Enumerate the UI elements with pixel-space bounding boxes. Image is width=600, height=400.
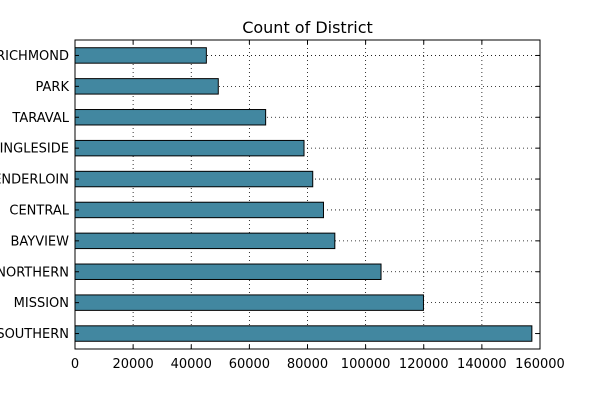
y-tick-label: RICHMOND: [0, 49, 69, 64]
y-tick-label: MISSION: [14, 296, 69, 311]
bar-bayview: [74, 232, 336, 250]
y-tick-label: BAYVIEW: [10, 234, 69, 249]
bar-tenderloin: [74, 170, 314, 188]
x-tick-label: 80000: [287, 357, 328, 372]
y-axis-ticks: SOUTHERN MISSION NORTHERN BAYVIEW CENTRAL TEN…: [0, 49, 540, 342]
x-tick-label: 160000: [515, 357, 565, 372]
bar-park: [74, 78, 219, 95]
y-tick-label: INGLESIDE: [0, 142, 69, 157]
x-tick-label: 0: [71, 357, 79, 372]
x-tick-label: 100000: [341, 357, 391, 372]
x-axis-ticks: 0 20000 40000 60000 80000 100000 120000 140000 1…: [71, 40, 565, 372]
chart-title: Count of District: [242, 18, 373, 37]
x-tick-label: 140000: [457, 357, 507, 372]
bar-northern: [74, 263, 382, 280]
bar-ingleside: [74, 139, 305, 157]
bar-central: [74, 201, 324, 219]
x-tick-label: 60000: [229, 357, 270, 372]
bars: [74, 47, 533, 342]
y-tick-label: PARK: [36, 80, 70, 95]
bar-taraval: [74, 109, 267, 126]
x-tick-label: 120000: [399, 357, 449, 372]
y-tick-label: TARAVAL: [11, 111, 69, 126]
bar-richmond: [74, 47, 207, 64]
bar-southern: [74, 325, 533, 342]
y-tick-label: CENTRAL: [9, 203, 69, 218]
y-tick-label: NORTHERN: [0, 265, 69, 280]
bar-mission: [74, 294, 424, 311]
y-tick-label: SOUTHERN: [0, 327, 69, 342]
x-tick-label: 40000: [171, 357, 212, 372]
x-tick-label: 20000: [112, 357, 153, 372]
y-tick-label: TENDERLOIN: [0, 173, 69, 188]
